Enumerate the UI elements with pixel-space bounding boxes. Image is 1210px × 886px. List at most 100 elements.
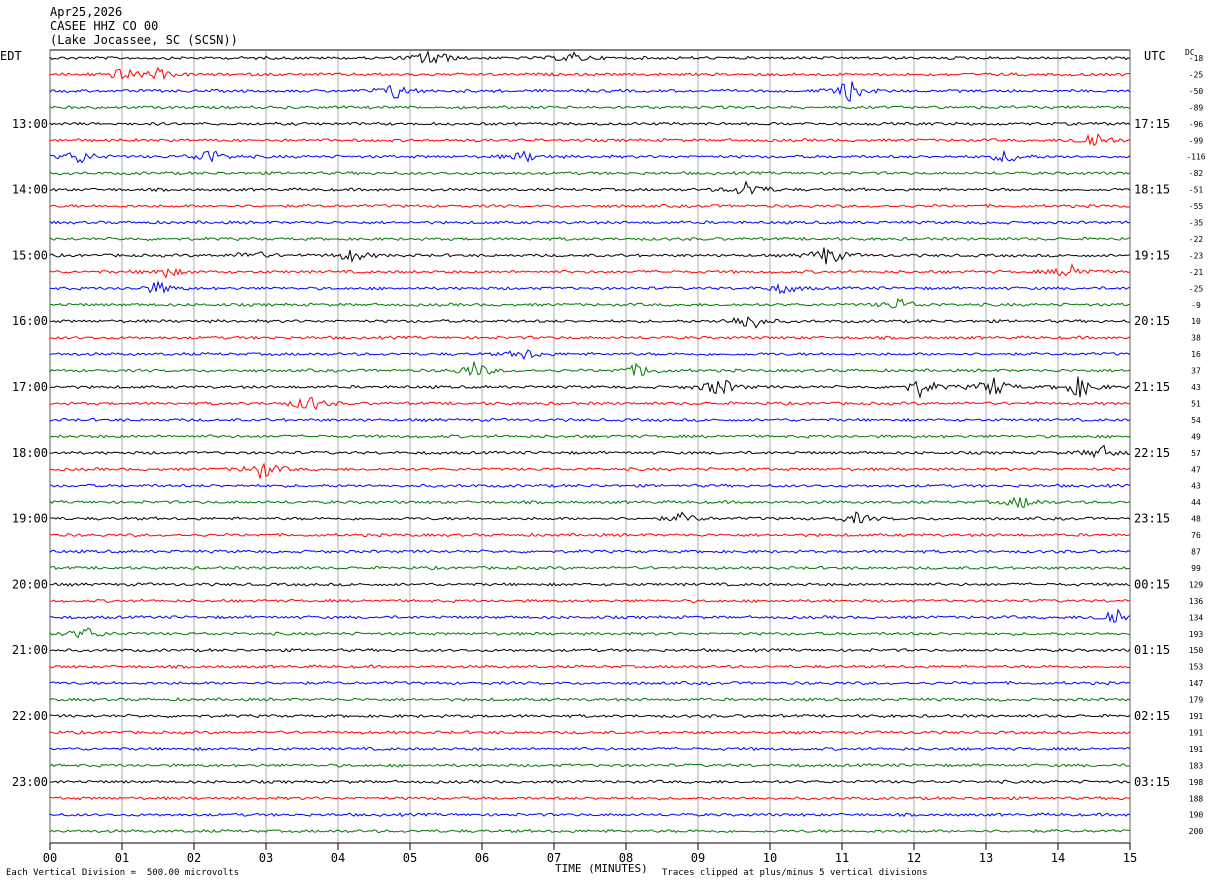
trace-24 <box>49 444 1131 459</box>
dc-offset-label-32: 129 <box>1189 580 1204 589</box>
dc-offset-label-16: 10 <box>1191 317 1201 326</box>
dc-offset-label-14: -25 <box>1189 284 1204 293</box>
left-timezone-label: EDT <box>0 49 22 63</box>
scale-note: Each Vertical Division = 500.00 microvol… <box>6 868 239 878</box>
dc-offset-label-0: -18 <box>1189 54 1204 63</box>
trace-29 <box>49 532 1131 538</box>
dc-offset-label-18: 16 <box>1191 350 1201 359</box>
trace-17 <box>49 335 1131 341</box>
dc-offset-label-31: 99 <box>1191 564 1201 573</box>
dc-offset-label-35: 193 <box>1189 630 1204 639</box>
x-tick-label-04: 04 <box>331 851 345 865</box>
left-hour-label-1800: 18:00 <box>12 446 48 460</box>
right-hour-label-0215: 02:15 <box>1134 709 1170 723</box>
dc-offset-label-15: -9 <box>1191 301 1201 310</box>
trace-37 <box>49 664 1131 670</box>
trace-20 <box>49 376 1131 399</box>
left-hour-label-1700: 17:00 <box>12 380 48 394</box>
trace-14 <box>49 280 1131 295</box>
left-hour-label-1500: 15:00 <box>12 248 48 262</box>
dc-offset-label-5: -99 <box>1189 136 1204 145</box>
x-tick-label-13: 13 <box>979 851 993 865</box>
x-tick-label-12: 12 <box>907 851 921 865</box>
trace-4 <box>49 121 1131 127</box>
x-axis-title: TIME (MINUTES) <box>555 862 648 875</box>
trace-27 <box>49 496 1131 509</box>
trace-10 <box>49 220 1131 225</box>
left-hour-label-1400: 14:00 <box>12 183 48 197</box>
dc-offset-label-47: 200 <box>1189 827 1204 836</box>
x-tick-label-14: 14 <box>1051 851 1065 865</box>
trace-26 <box>49 483 1131 489</box>
right-hour-label-2115: 21:15 <box>1134 380 1170 394</box>
dc-offset-label-41: 191 <box>1189 728 1204 737</box>
dc-offset-label-39: 179 <box>1189 696 1204 705</box>
chart-date: Apr25,2026 <box>50 5 123 19</box>
trace-41 <box>49 730 1131 735</box>
dc-offset-label-44: 198 <box>1189 778 1204 787</box>
left-hour-label-1600: 16:00 <box>12 314 48 328</box>
dc-offset-label-20: 43 <box>1191 383 1201 392</box>
x-tick-label-11: 11 <box>835 851 849 865</box>
left-hour-label-2000: 20:00 <box>12 577 48 591</box>
x-tick-label-00: 00 <box>43 851 57 865</box>
right-hour-label-0315: 03:15 <box>1134 775 1170 789</box>
left-hour-label-2100: 21:00 <box>12 643 48 657</box>
right-timezone-label: UTC <box>1144 49 1166 63</box>
right-hour-label-1715: 17:15 <box>1134 117 1170 131</box>
dc-offset-label-13: -21 <box>1189 268 1204 277</box>
left-hour-label-1900: 19:00 <box>12 512 48 526</box>
trace-40 <box>49 713 1131 719</box>
right-hour-label-2315: 23:15 <box>1134 512 1170 526</box>
x-tick-label-05: 05 <box>403 851 417 865</box>
trace-16 <box>49 315 1131 329</box>
trace-5 <box>49 133 1131 147</box>
dc-offset-label-2: -50 <box>1189 87 1204 96</box>
dc-offset-label-29: 76 <box>1191 531 1201 540</box>
trace-38 <box>49 680 1131 686</box>
station-code: CASEE HHZ CO 00 <box>50 19 159 33</box>
dc-offset-label-28: 48 <box>1191 515 1201 524</box>
x-tick-label-06: 06 <box>475 851 489 865</box>
trace-6 <box>49 149 1131 164</box>
dc-offset-label-3: -89 <box>1189 103 1204 112</box>
x-tick-label-08: 08 <box>619 851 633 865</box>
trace-7 <box>49 170 1131 176</box>
trace-1 <box>50 66 1131 80</box>
trace-44 <box>49 779 1131 785</box>
trace-3 <box>49 105 1131 110</box>
plot-frame <box>49 49 1131 844</box>
dc-offset-label-17: 38 <box>1191 334 1201 343</box>
trace-36 <box>49 647 1131 653</box>
dc-offset-label-34: 134 <box>1189 613 1204 622</box>
dc-offset-label-21: 51 <box>1191 399 1201 408</box>
dc-offset-label-46: 190 <box>1189 811 1204 820</box>
dc-offset-label-10: -35 <box>1189 219 1204 228</box>
trace-12 <box>49 247 1131 265</box>
trace-33 <box>49 598 1131 604</box>
right-hour-label-0015: 00:15 <box>1134 577 1170 591</box>
trace-2 <box>49 81 1131 103</box>
trace-19 <box>49 360 1131 377</box>
trace-23 <box>49 433 1131 439</box>
trace-35 <box>49 627 1131 639</box>
right-hour-label-2015: 20:15 <box>1134 314 1170 328</box>
trace-13 <box>49 263 1131 279</box>
trace-9 <box>49 203 1131 209</box>
left-hour-label-2300: 23:00 <box>12 775 48 789</box>
trace-42 <box>49 746 1131 752</box>
trace-46 <box>49 812 1131 818</box>
dc-offset-header: DC <box>1185 48 1195 57</box>
dc-offset-label-24: 57 <box>1191 449 1201 458</box>
trace-22 <box>49 417 1131 423</box>
x-tick-label-01: 01 <box>115 851 129 865</box>
x-tick-label-03: 03 <box>259 851 273 865</box>
dc-offset-label-4: -96 <box>1189 120 1204 129</box>
dc-offset-label-11: -22 <box>1189 235 1204 244</box>
clip-note: Traces clipped at plus/minus 5 vertical … <box>662 868 928 878</box>
dc-offset-label-30: 87 <box>1191 548 1201 557</box>
dc-offset-label-43: 183 <box>1189 761 1204 770</box>
trace-47 <box>49 828 1131 834</box>
trace-11 <box>49 236 1131 242</box>
